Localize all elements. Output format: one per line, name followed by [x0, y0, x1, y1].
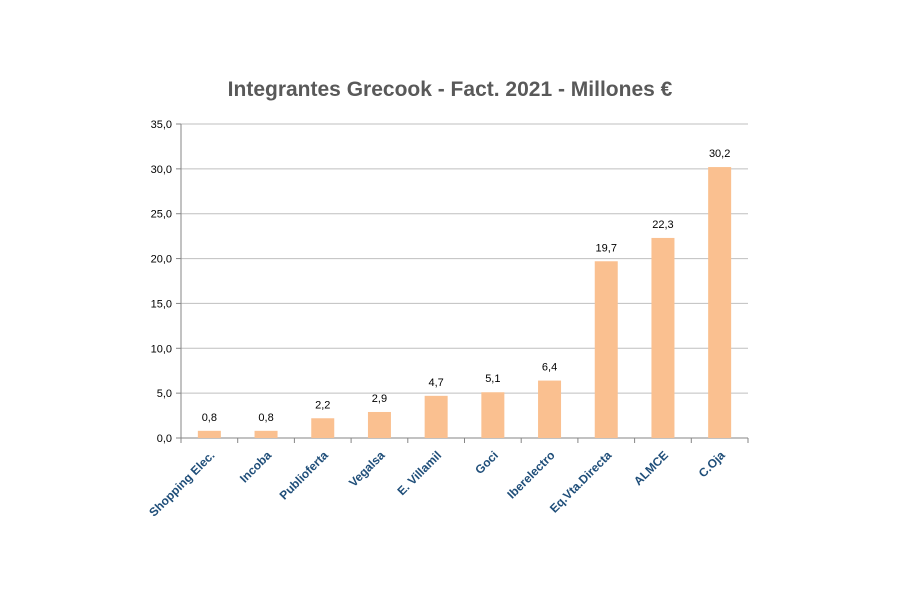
- data-label: 2,9: [372, 393, 387, 405]
- y-tick-label: 0,0: [157, 433, 172, 445]
- y-tick-label: 35,0: [151, 119, 172, 131]
- bar: [197, 430, 221, 438]
- x-tick-label: Goci: [472, 448, 501, 477]
- bar: [481, 392, 505, 438]
- y-tick-label: 5,0: [157, 388, 172, 400]
- x-tick-label: Shopping Elec.: [146, 448, 217, 519]
- bar: [651, 237, 675, 438]
- chart-title: Integrantes Grecook - Fact. 2021 - Millo…: [227, 78, 673, 101]
- data-label: 30,2: [709, 148, 730, 160]
- data-label: 2,2: [315, 399, 330, 411]
- x-tick-label: Incoba: [237, 448, 274, 485]
- bar: [311, 418, 335, 438]
- y-tick-label: 10,0: [151, 343, 172, 355]
- x-tick-label: E. Villamil: [394, 448, 444, 498]
- x-tick-label: Iberelectro: [504, 448, 557, 501]
- data-label: 6,4: [542, 362, 557, 374]
- y-tick-label: 30,0: [151, 164, 172, 176]
- bar: [538, 380, 562, 438]
- y-tick-label: 15,0: [151, 298, 172, 310]
- data-label: 5,1: [485, 373, 500, 385]
- data-label: 0,8: [202, 412, 217, 424]
- x-tick-label: Publioferta: [277, 448, 331, 502]
- x-tick-label: ALMCE: [631, 448, 671, 488]
- bar: [708, 167, 732, 438]
- y-tick-label: 25,0: [151, 209, 172, 221]
- bar: [424, 395, 448, 438]
- data-label: 22,3: [652, 219, 673, 231]
- bar: [367, 411, 391, 438]
- data-label: 19,7: [596, 242, 617, 254]
- data-label: 4,7: [429, 377, 444, 389]
- y-tick-label: 20,0: [151, 254, 172, 266]
- data-label: 0,8: [258, 412, 273, 424]
- bar: [594, 261, 618, 438]
- x-tick-label: Vegalsa: [346, 448, 388, 490]
- x-tick-label: C.Oja: [696, 448, 728, 480]
- bar: [254, 430, 278, 438]
